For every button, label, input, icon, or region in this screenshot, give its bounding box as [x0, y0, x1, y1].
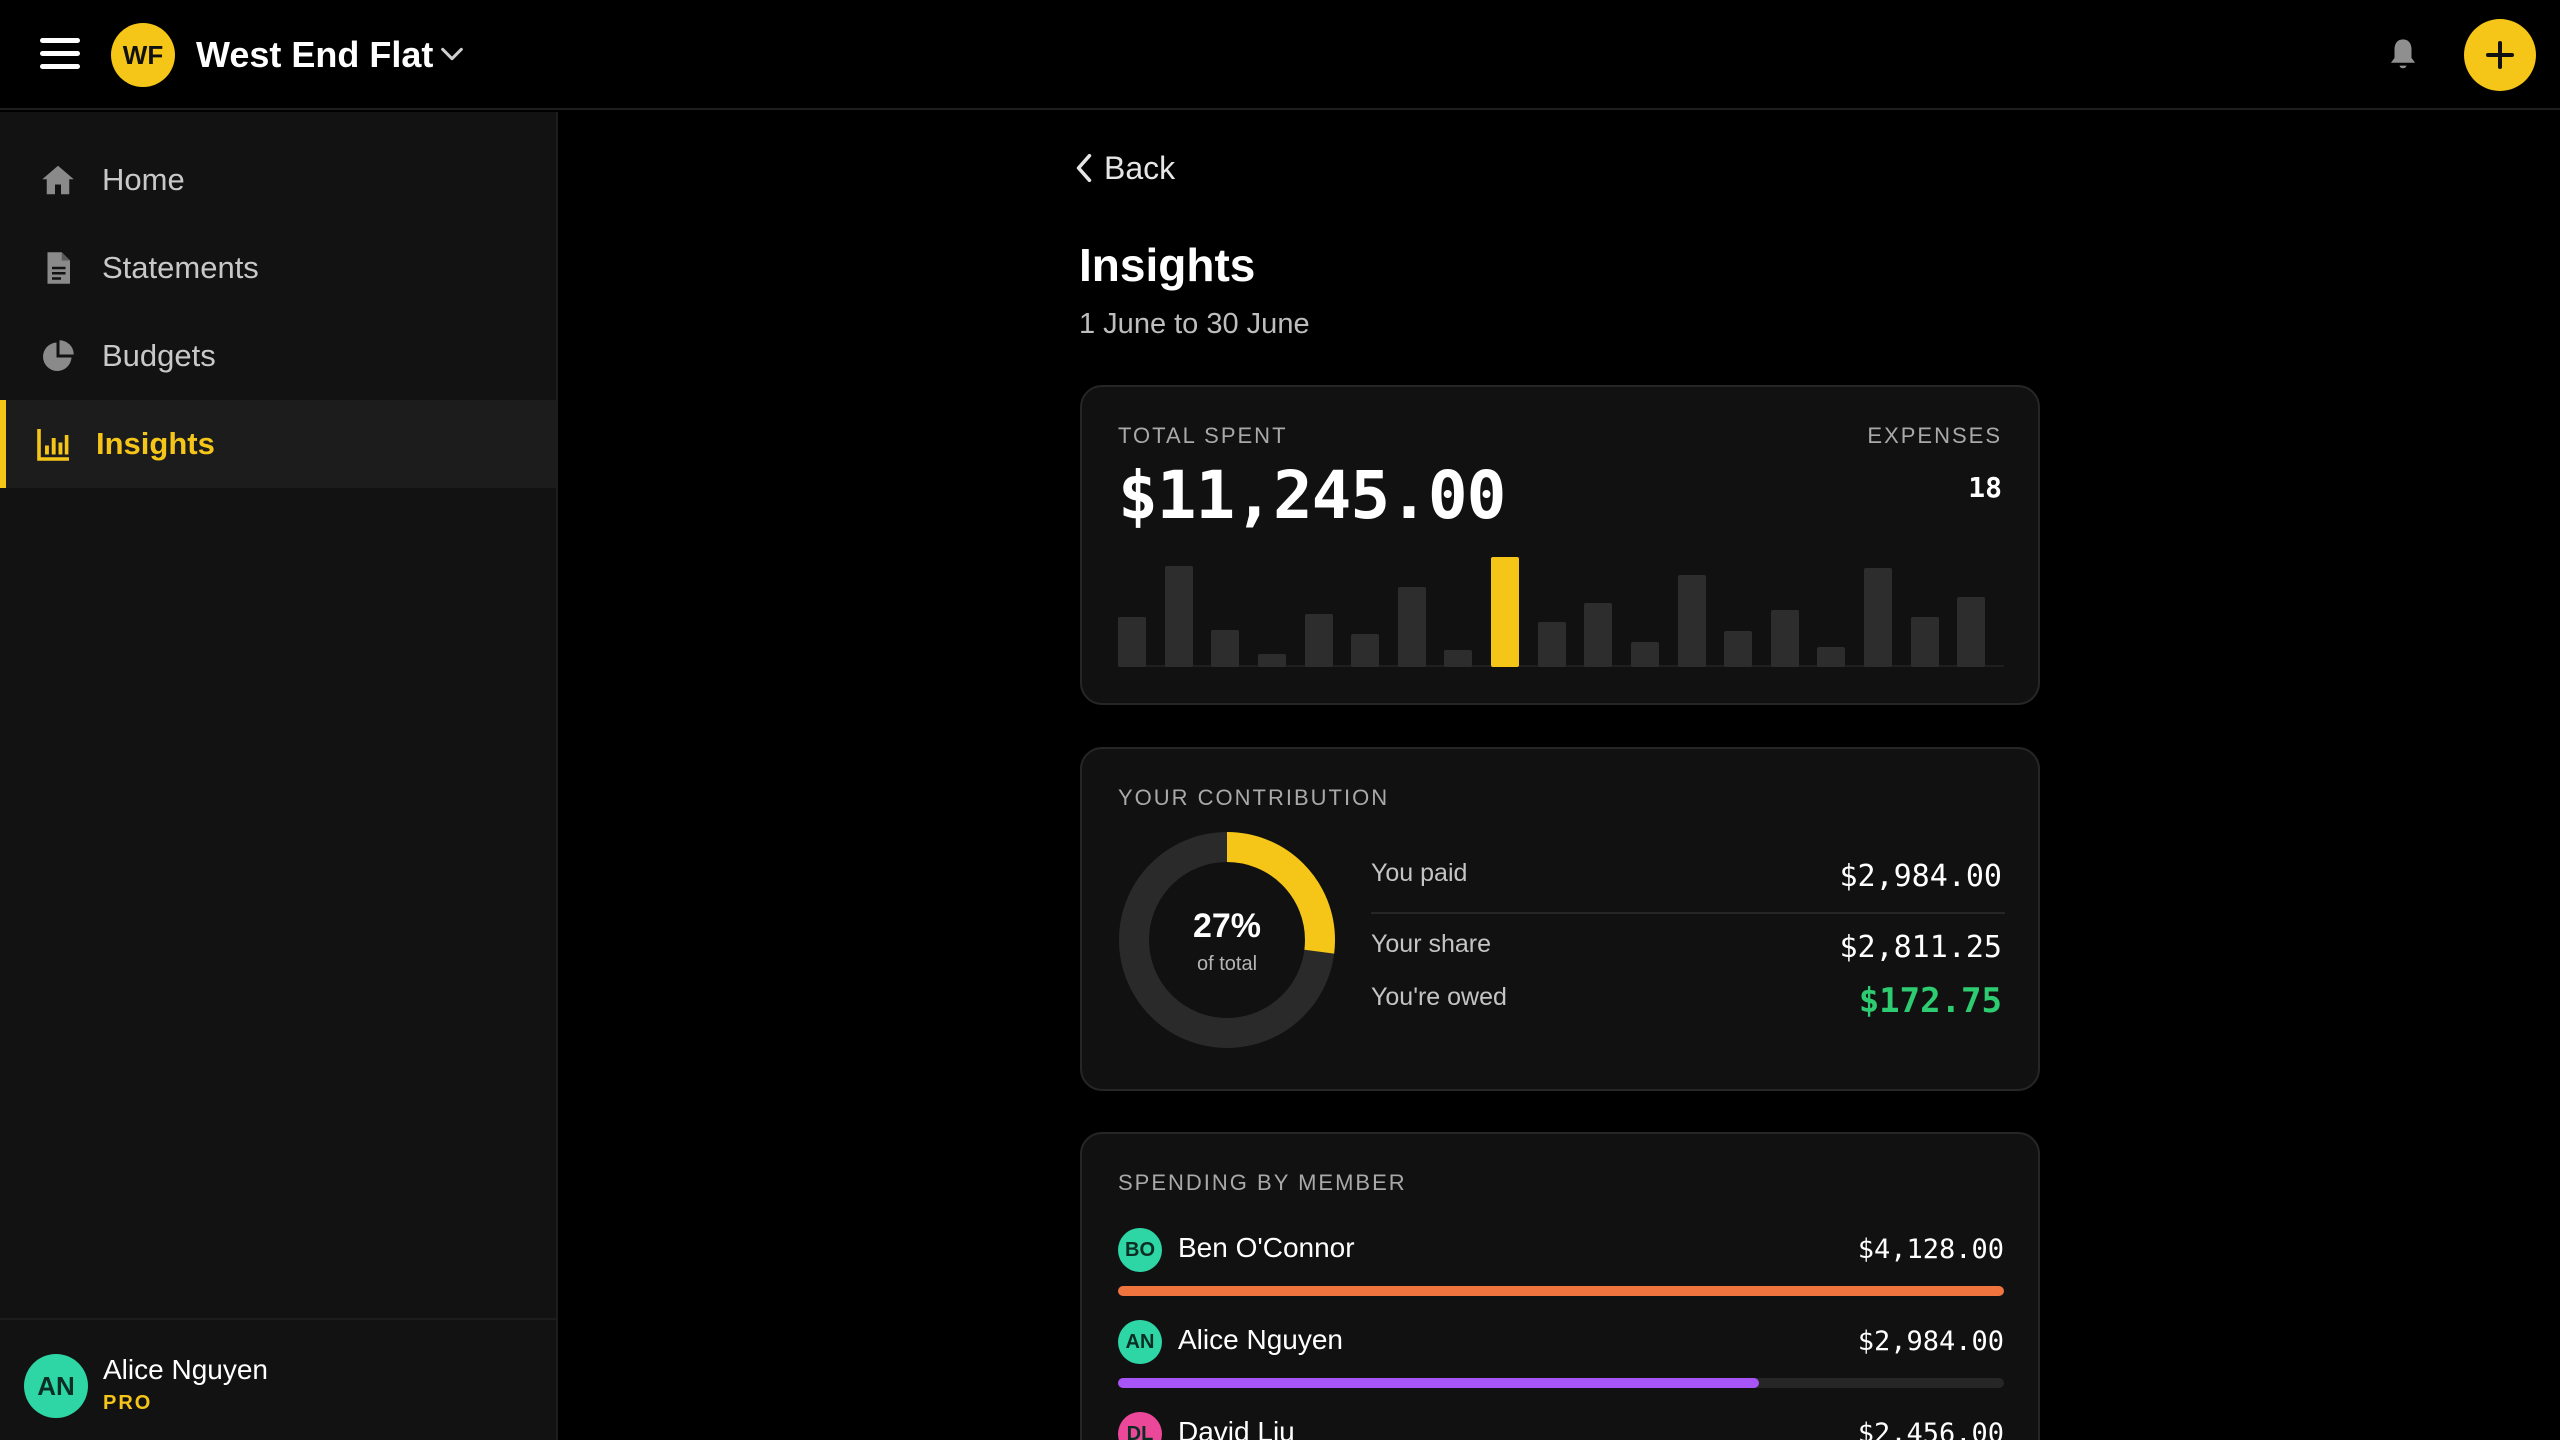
sidebar-item-label: Statements: [102, 250, 259, 285]
avatar: BO: [1118, 1228, 1162, 1272]
sidebar-item-home[interactable]: Home: [0, 136, 556, 224]
plan-badge: PRO: [103, 1392, 153, 1414]
member-bar-fill: [1118, 1286, 2004, 1296]
group-name[interactable]: West End Flat: [196, 34, 434, 75]
member-bar-fill: [1118, 1378, 1759, 1388]
spending-bar[interactable]: [1631, 642, 1659, 667]
expenses-label: EXPENSES: [1867, 423, 2002, 448]
chevron-down-icon[interactable]: [438, 40, 466, 68]
spending-bar-highlighted[interactable]: [1491, 557, 1519, 667]
user-profile[interactable]: AN Alice Nguyen PRO: [0, 1318, 556, 1440]
member-row[interactable]: AN Alice Nguyen $2,984.00: [1118, 1320, 2004, 1400]
spending-bar[interactable]: [1538, 622, 1566, 667]
member-amount: $4,128.00: [1857, 1234, 2004, 1265]
pie-chart-icon: [43, 340, 74, 371]
spending-bar[interactable]: [1305, 614, 1333, 667]
sidebar: Home Statements Budgets Insights AN Alic…: [0, 112, 558, 1440]
member-amount: $2,456.00: [1857, 1418, 2004, 1440]
member-amount: $2,984.00: [1857, 1326, 2004, 1357]
menu-icon[interactable]: [40, 38, 80, 70]
contribution-donut: [1119, 832, 1335, 1048]
user-name: Alice Nguyen: [103, 1354, 268, 1385]
avatar: DL: [1118, 1412, 1162, 1440]
spending-bar[interactable]: [1864, 568, 1892, 667]
spending-by-member-label: SPENDING BY MEMBER: [1118, 1170, 1407, 1195]
divider: [1371, 912, 2005, 914]
spending-by-member-card: SPENDING BY MEMBER BO Ben O'Connor $4,12…: [1080, 1132, 2040, 1440]
spending-bar[interactable]: [1584, 603, 1612, 667]
spending-bar[interactable]: [1817, 647, 1845, 667]
spending-bar[interactable]: [1771, 610, 1799, 667]
home-icon: [42, 165, 74, 195]
daily-spending-bars: [1118, 557, 2004, 667]
page-title: Insights: [1079, 239, 1256, 291]
member-bar-track: [1118, 1378, 2004, 1388]
total-spent-amount: $11,245.00: [1118, 457, 1506, 534]
top-bar: WF West End Flat: [0, 0, 2560, 110]
add-expense-button[interactable]: [2464, 19, 2536, 91]
spending-bar[interactable]: [1398, 587, 1426, 667]
your-share-label: Your share: [1371, 930, 1491, 958]
spending-bar[interactable]: [1211, 630, 1239, 667]
member-name: David Liu: [1178, 1416, 1295, 1440]
avatar: AN: [24, 1354, 88, 1418]
owed-value: $172.75: [1858, 981, 2002, 1021]
sidebar-item-label: Budgets: [102, 338, 216, 373]
back-link[interactable]: Back: [1074, 148, 1175, 188]
avatar: AN: [1118, 1320, 1162, 1364]
back-label: Back: [1104, 149, 1176, 186]
contribution-card: YOUR CONTRIBUTION 27% of total You paid …: [1080, 747, 2040, 1091]
spending-bar[interactable]: [1724, 631, 1752, 667]
spending-bar[interactable]: [1258, 654, 1286, 667]
document-icon: [47, 252, 70, 284]
you-paid-value: $2,984.00: [1839, 859, 2002, 894]
spending-bar[interactable]: [1165, 566, 1193, 667]
sidebar-item-budgets[interactable]: Budgets: [0, 312, 556, 400]
total-spent-label: TOTAL SPENT: [1118, 423, 1288, 448]
spending-bar[interactable]: [1911, 617, 1939, 667]
member-row[interactable]: DL David Liu $2,456.00: [1118, 1412, 2004, 1440]
sidebar-item-label: Insights: [96, 426, 215, 461]
sidebar-item-statements[interactable]: Statements: [0, 224, 556, 312]
member-bar-track: [1118, 1286, 2004, 1296]
sidebar-item-insights[interactable]: Insights: [0, 400, 556, 488]
chevron-left-icon: [1076, 153, 1092, 183]
donut-arc: [1119, 832, 1335, 1048]
notification-bell-icon[interactable]: [2386, 36, 2420, 74]
contribution-percent: 27%: [1192, 907, 1262, 945]
group-avatar[interactable]: WF: [111, 23, 175, 87]
expenses-count: 18: [1968, 471, 2002, 504]
contribution-label: YOUR CONTRIBUTION: [1118, 785, 1390, 810]
spending-bar[interactable]: [1118, 617, 1146, 667]
contribution-percent-sub: of total: [1196, 953, 1258, 975]
spending-bar[interactable]: [1678, 575, 1706, 667]
bar-chart-icon: [37, 429, 69, 461]
member-name: Ben O'Connor: [1178, 1232, 1355, 1263]
owed-label: You're owed: [1371, 983, 1507, 1011]
you-paid-label: You paid: [1371, 859, 1468, 887]
member-name: Alice Nguyen: [1178, 1324, 1343, 1355]
total-spent-card: TOTAL SPENT $11,245.00 EXPENSES 18: [1080, 385, 2040, 705]
spending-bar[interactable]: [1444, 650, 1472, 667]
spending-bar[interactable]: [1957, 597, 1985, 667]
date-range: 1 June to 30 June: [1079, 308, 1310, 340]
your-share-value: $2,811.25: [1839, 930, 2002, 965]
sidebar-item-label: Home: [102, 162, 185, 197]
member-row[interactable]: BO Ben O'Connor $4,128.00: [1118, 1228, 2004, 1308]
spending-bar[interactable]: [1351, 634, 1379, 667]
plus-icon: [2486, 41, 2514, 69]
